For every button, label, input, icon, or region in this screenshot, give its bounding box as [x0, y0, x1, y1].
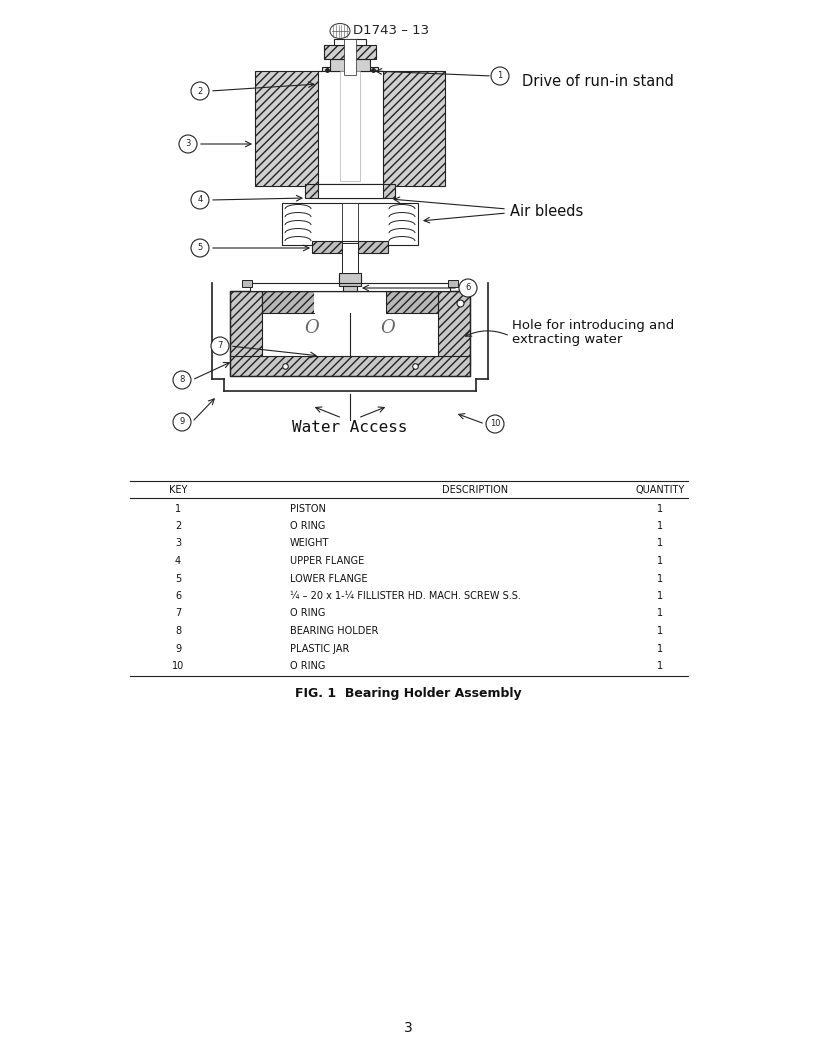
- Text: Hole for introducing and: Hole for introducing and: [512, 320, 674, 333]
- Text: 4: 4: [175, 557, 181, 566]
- Text: Air bleeds: Air bleeds: [510, 204, 583, 219]
- Text: 6: 6: [175, 591, 181, 601]
- Bar: [230, 356, 470, 376]
- Bar: [344, 60, 356, 69]
- Circle shape: [486, 415, 504, 433]
- Text: 7: 7: [175, 608, 181, 619]
- Text: 1: 1: [657, 557, 663, 566]
- Bar: [230, 291, 470, 376]
- Bar: [262, 291, 314, 313]
- Text: O: O: [304, 319, 319, 337]
- Bar: [343, 286, 357, 291]
- Bar: [318, 184, 383, 199]
- Circle shape: [491, 67, 509, 84]
- Ellipse shape: [330, 23, 350, 38]
- Bar: [250, 283, 450, 291]
- Text: 9: 9: [180, 417, 184, 427]
- Text: O RING: O RING: [290, 608, 326, 619]
- Text: 5: 5: [197, 244, 202, 252]
- Text: 1: 1: [657, 661, 663, 671]
- Bar: [342, 203, 358, 245]
- Bar: [342, 257, 358, 276]
- Text: 3: 3: [185, 139, 191, 149]
- Text: 1: 1: [657, 591, 663, 601]
- Bar: [438, 291, 470, 366]
- Circle shape: [173, 413, 191, 431]
- Text: 1: 1: [657, 521, 663, 531]
- Text: 3: 3: [404, 1021, 412, 1035]
- Circle shape: [179, 135, 197, 153]
- Text: 1: 1: [657, 626, 663, 636]
- Bar: [334, 39, 366, 45]
- Circle shape: [191, 191, 209, 209]
- Text: 8: 8: [180, 376, 184, 384]
- Text: 2: 2: [175, 521, 181, 531]
- Bar: [340, 71, 360, 181]
- Text: O RING: O RING: [290, 661, 326, 671]
- Text: ¼ – 20 x 1-¼ FILLISTER HD. MACH. SCREW S.S.: ¼ – 20 x 1-¼ FILLISTER HD. MACH. SCREW S…: [290, 591, 521, 601]
- Bar: [332, 65, 368, 75]
- Bar: [339, 274, 361, 283]
- Bar: [305, 184, 395, 199]
- Circle shape: [211, 337, 229, 355]
- Bar: [330, 59, 370, 71]
- Text: 2: 2: [197, 87, 202, 95]
- Bar: [314, 291, 386, 313]
- Text: DESCRIPTION: DESCRIPTION: [442, 485, 508, 495]
- Text: PLASTIC JAR: PLASTIC JAR: [290, 643, 349, 654]
- Bar: [448, 280, 458, 287]
- Text: UPPER FLANGE: UPPER FLANGE: [290, 557, 364, 566]
- Circle shape: [191, 239, 209, 257]
- Text: LOWER FLANGE: LOWER FLANGE: [290, 573, 367, 584]
- Bar: [342, 241, 358, 253]
- Text: 1: 1: [657, 539, 663, 548]
- Text: 1: 1: [657, 504, 663, 513]
- Text: Drive of run-in stand: Drive of run-in stand: [522, 74, 674, 89]
- Bar: [322, 67, 332, 75]
- Text: WEIGHT: WEIGHT: [290, 539, 330, 548]
- Text: 7: 7: [217, 341, 223, 351]
- Text: 6: 6: [465, 283, 471, 293]
- Text: BEARING HOLDER: BEARING HOLDER: [290, 626, 379, 636]
- Text: PISTON: PISTON: [290, 504, 326, 513]
- Text: O: O: [380, 319, 396, 337]
- Text: O RING: O RING: [290, 521, 326, 531]
- Text: 1: 1: [498, 72, 503, 80]
- Text: D1743 – 13: D1743 – 13: [353, 24, 429, 38]
- Text: FIG. 1  Bearing Holder Assembly: FIG. 1 Bearing Holder Assembly: [295, 687, 521, 700]
- Text: 1: 1: [175, 504, 181, 513]
- Text: 1: 1: [657, 573, 663, 584]
- Circle shape: [173, 371, 191, 389]
- Bar: [262, 291, 438, 356]
- Bar: [318, 71, 383, 186]
- Text: 4: 4: [197, 195, 202, 205]
- Circle shape: [191, 82, 209, 100]
- Text: 3: 3: [175, 539, 181, 548]
- Bar: [230, 291, 262, 366]
- Text: 10: 10: [490, 419, 500, 429]
- Bar: [339, 276, 361, 286]
- Bar: [255, 71, 445, 186]
- Bar: [386, 291, 438, 313]
- Bar: [242, 280, 252, 287]
- Text: 10: 10: [172, 661, 184, 671]
- Text: 8: 8: [175, 626, 181, 636]
- Text: extracting water: extracting water: [512, 334, 623, 346]
- Bar: [342, 243, 358, 274]
- Text: 1: 1: [657, 643, 663, 654]
- Bar: [344, 39, 356, 75]
- Text: 9: 9: [175, 643, 181, 654]
- Circle shape: [459, 279, 477, 297]
- Bar: [312, 241, 388, 253]
- Text: Water Access: Water Access: [292, 420, 408, 435]
- Text: KEY: KEY: [169, 485, 187, 495]
- Text: 1: 1: [657, 608, 663, 619]
- Bar: [364, 203, 419, 245]
- Bar: [282, 203, 418, 245]
- Text: 5: 5: [175, 573, 181, 584]
- Text: QUANTITY: QUANTITY: [636, 485, 685, 495]
- Bar: [324, 45, 376, 59]
- Bar: [282, 203, 337, 245]
- Bar: [368, 67, 378, 75]
